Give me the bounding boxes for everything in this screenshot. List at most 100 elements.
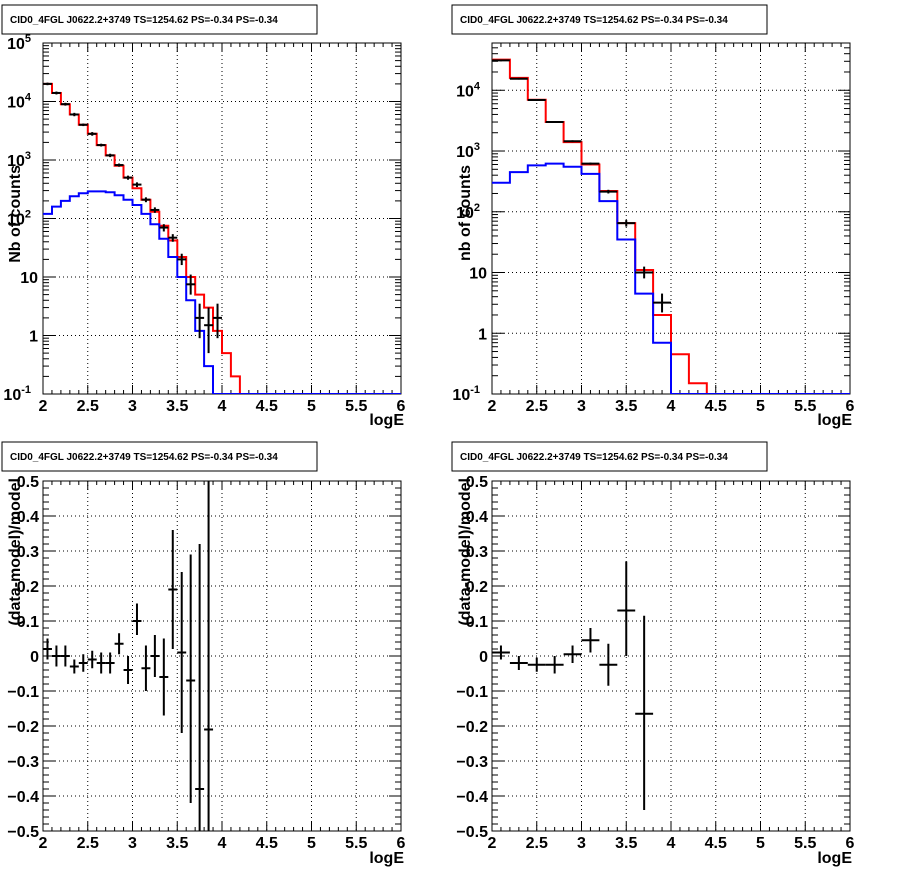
y-tick-label: 10 (20, 270, 38, 287)
y-tick-label: 102 (7, 209, 31, 229)
x-tick-label: 3.5 (166, 398, 188, 415)
y-axis-label: Nb of counts (7, 165, 24, 263)
y-tick-label: −0.2 (7, 719, 39, 736)
y-tick-label: 102 (456, 202, 480, 222)
x-tick-label: 5 (756, 398, 765, 415)
y-tick-label: 0 (30, 649, 39, 666)
y-tick-label: 0 (479, 649, 488, 666)
data-point (186, 274, 196, 295)
data-point (599, 643, 618, 686)
data-point (60, 645, 70, 667)
y-tick-label: 103 (7, 150, 31, 170)
y-tick-label: −0.3 (7, 754, 39, 771)
y-tick-label: 0.1 (466, 614, 488, 631)
model-source-step-line (492, 162, 850, 394)
x-tick-label: 4 (218, 398, 227, 415)
data-point (43, 638, 52, 660)
y-tick-label: 0.4 (17, 509, 39, 526)
data-point (177, 253, 187, 266)
data-point (150, 207, 160, 213)
y-axis-label: nb of counts (457, 165, 474, 261)
data-point (78, 654, 88, 672)
x-tick-label: 5.5 (794, 398, 816, 415)
data-point (114, 633, 124, 655)
data-point (509, 656, 528, 670)
x-tick-label: 2 (39, 835, 48, 852)
x-tick-label: 2 (488, 835, 497, 852)
y-tick-label: −0.3 (456, 754, 488, 771)
x-tick-label: 4 (218, 835, 227, 852)
panel-residuals-left: CID0_4FGL J0622.2+3749 TS=1254.62 PS=-0.… (1, 441, 406, 867)
data-point (195, 544, 205, 831)
x-tick-label: 5 (307, 835, 316, 852)
x-tick-label: 2 (39, 398, 48, 415)
title-box (451, 4, 768, 35)
data-point (195, 303, 205, 339)
data-point (87, 650, 97, 669)
y-tick-label: 0.3 (466, 544, 488, 561)
y-tick-label: 0.2 (17, 579, 39, 596)
data-point (105, 153, 115, 158)
x-tick-label: 5.5 (345, 835, 367, 852)
x-tick-label: 4 (667, 835, 676, 852)
x-axis-label: logE (369, 412, 404, 429)
chart-title: CID0_4FGL J0622.2+3749 TS=1254.62 PS=-0.… (10, 15, 278, 26)
data-point (204, 307, 214, 354)
panel-counts-right: CID0_4FGL J0622.2+3749 TS=1254.62 PS=-0.… (451, 4, 855, 429)
data-point (527, 99, 546, 102)
data-point (51, 91, 61, 95)
x-tick-label: 5.5 (794, 835, 816, 852)
data-point (132, 182, 142, 188)
data-point (150, 635, 160, 677)
plot-data (43, 481, 214, 831)
y-tick-label: −0.4 (7, 789, 39, 806)
data-point (96, 652, 106, 674)
x-tick-label: 2.5 (526, 835, 548, 852)
y-axis-label: (data-model)/model (457, 478, 474, 626)
data-point (213, 303, 222, 339)
data-point (159, 224, 169, 232)
data-point (581, 162, 600, 165)
x-tick-label: 3.5 (166, 835, 188, 852)
y-tick-label: −0.4 (456, 789, 488, 806)
y-tick-label: 10-1 (452, 384, 480, 404)
y-tick-label: −0.5 (7, 824, 39, 841)
data-point (635, 266, 654, 279)
x-tick-label: 2.5 (77, 398, 99, 415)
data-point (69, 112, 79, 117)
data-point (617, 220, 636, 227)
x-tick-label: 4.5 (705, 398, 727, 415)
y-tick-label: 0.2 (466, 579, 488, 596)
plot-data (492, 58, 850, 394)
data-point (653, 293, 671, 313)
data-point (123, 656, 133, 684)
x-axis-label: logE (369, 850, 404, 867)
data-point (545, 656, 564, 674)
x-tick-label: 2.5 (77, 835, 99, 852)
data-point (168, 530, 178, 649)
data-point (635, 615, 654, 810)
y-tick-label: 0.5 (466, 474, 488, 491)
y-tick-label: 104 (7, 92, 32, 112)
x-tick-label: 6 (397, 835, 406, 852)
y-tick-label: 103 (456, 141, 480, 161)
panel-residuals-right: CID0_4FGL J0622.2+3749 TS=1254.62 PS=-0.… (451, 441, 855, 867)
data-point (69, 659, 79, 674)
data-point (132, 603, 142, 635)
y-tick-label: 0.5 (17, 474, 39, 491)
data-point (617, 561, 636, 656)
data-point (186, 554, 196, 803)
x-tick-label: 2.5 (526, 398, 548, 415)
x-tick-label: 3 (577, 398, 586, 415)
x-tick-label: 3.5 (615, 835, 637, 852)
data-point (43, 82, 52, 86)
data-point (141, 645, 151, 691)
x-tick-label: 4.5 (256, 398, 278, 415)
title-box (1, 441, 318, 472)
x-tick-label: 5.5 (345, 398, 367, 415)
x-tick-label: 3.5 (615, 398, 637, 415)
y-tick-label: 1 (29, 329, 38, 346)
x-tick-label: 5 (307, 398, 316, 415)
data-point (78, 123, 88, 127)
